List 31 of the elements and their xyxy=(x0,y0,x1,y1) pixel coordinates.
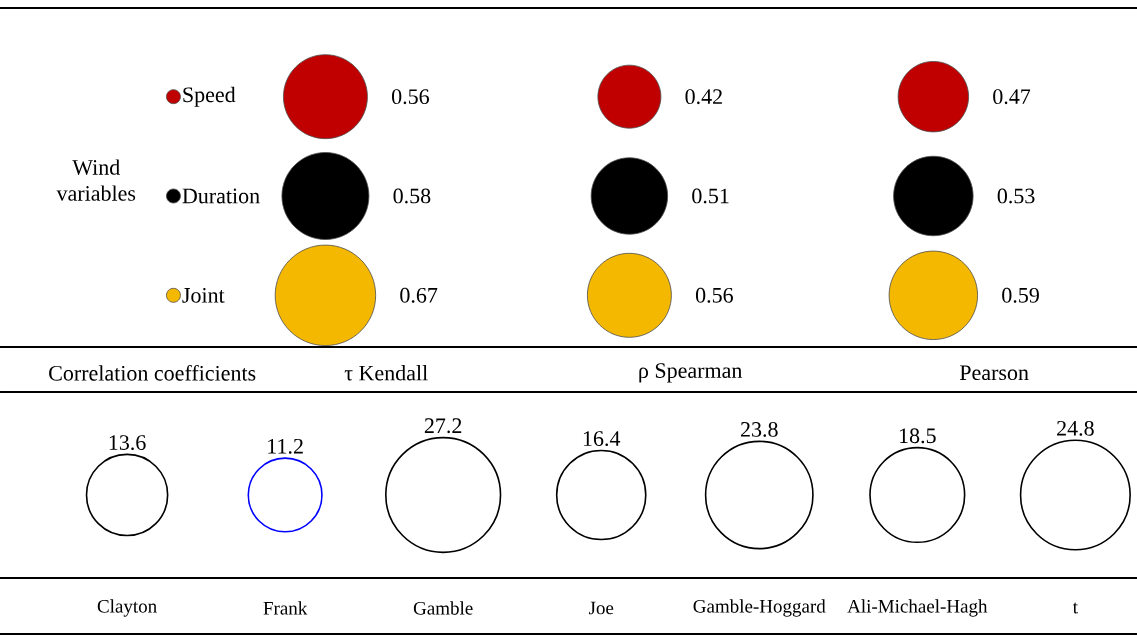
data-label: 18.5 xyxy=(900,428,936,444)
legend-label: Speed xyxy=(183,86,236,107)
data-label: 16.4 xyxy=(583,431,621,447)
legend-label: Duration xyxy=(182,188,260,204)
category-label: t xyxy=(1072,602,1078,614)
category-label: Frank xyxy=(263,601,308,615)
data-label: 24.8 xyxy=(1057,420,1094,436)
category-label: Gamble xyxy=(413,601,473,615)
data-label: 0.59 xyxy=(1002,287,1039,303)
data-label: 27.2 xyxy=(424,418,462,434)
data-label: 0.53 xyxy=(997,188,1035,204)
data-label: 0.56 xyxy=(695,287,733,303)
data-label: 0.51 xyxy=(692,188,729,204)
category-label: Joe xyxy=(588,601,614,615)
category-label: Clayton xyxy=(97,599,157,617)
legend-label: Joint xyxy=(182,287,225,303)
data-label: 0.56 xyxy=(392,89,430,105)
text: Wind variables xyxy=(56,159,136,201)
category-label: ρ Spearman xyxy=(639,363,743,383)
text: Correlation coefficients xyxy=(49,364,256,381)
data-label: 0.42 xyxy=(685,89,722,105)
data-label: 0.67 xyxy=(400,287,438,303)
category-label: Pearson xyxy=(959,365,1029,381)
data-label: 13.6 xyxy=(109,435,146,451)
data-label: 0.58 xyxy=(393,188,431,204)
data-label: 0.47 xyxy=(993,89,1031,105)
data-label: 11.2 xyxy=(268,438,303,454)
category-label: τ Kendall xyxy=(344,365,428,381)
category-label: Gamble-Hoggard xyxy=(693,599,826,617)
category-label: Ali-Michael-Hagh xyxy=(847,599,988,617)
data-label: 23.8 xyxy=(740,422,778,437)
